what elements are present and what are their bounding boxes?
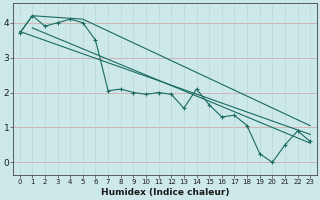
X-axis label: Humidex (Indice chaleur): Humidex (Indice chaleur) xyxy=(101,188,229,197)
